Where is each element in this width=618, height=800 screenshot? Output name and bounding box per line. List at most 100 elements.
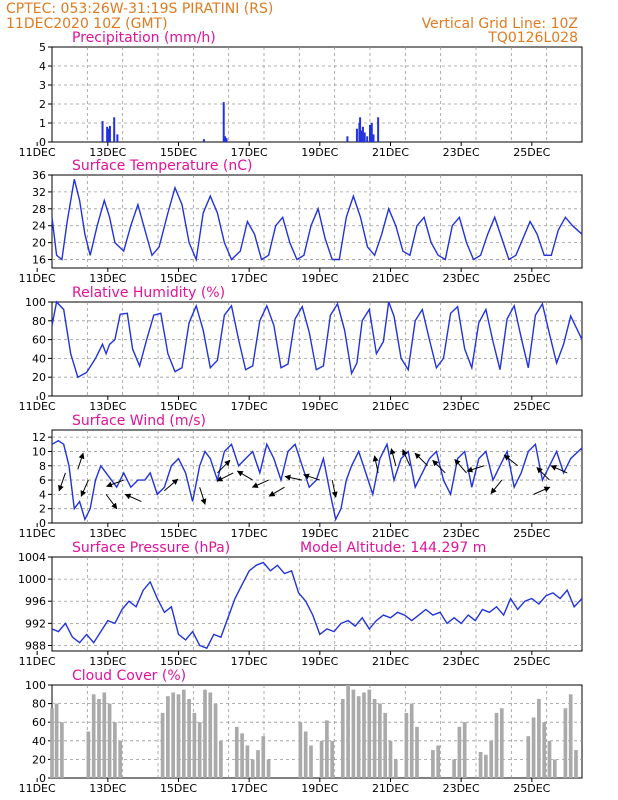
precip-bar <box>369 124 371 142</box>
wind-ytick-label: 0 <box>39 517 46 530</box>
pressure-xtick-label: 25DEC <box>513 655 550 668</box>
cloud-bar <box>367 689 372 778</box>
pressure-ytick-label: 992 <box>25 617 46 630</box>
cloud-bar <box>166 696 170 778</box>
cloud-bar <box>160 712 165 778</box>
cloud-bar <box>415 726 419 778</box>
precip-bar <box>222 102 225 142</box>
temp-xtick-label: 13DEC <box>89 272 126 285</box>
precip-bar <box>101 121 104 142</box>
cloud-xtick-label: 15DEC <box>160 782 197 795</box>
wind-direction-arrow <box>466 465 485 473</box>
wind-direction-arrow <box>432 459 446 474</box>
temp-xtick-label: 25DEC <box>513 272 550 285</box>
cloud-bar <box>552 759 557 778</box>
wind-direction-arrow <box>77 452 85 470</box>
cloud-xtick-label: 23DEC <box>443 782 480 795</box>
precip-bar <box>366 136 369 142</box>
rh-title: Relative Humidity (%) <box>72 285 225 301</box>
temp-title: Surface Temperature (nC) <box>72 158 253 174</box>
wind-direction-arrow <box>80 479 89 497</box>
cloud-ytick-label: 80 <box>32 698 46 711</box>
rh-xtick-label: 21DEC <box>372 400 409 413</box>
cloud-bar <box>219 740 223 778</box>
temp-ytick-label: 24 <box>32 220 46 233</box>
wind-xtick-label: 13DEC <box>89 527 126 540</box>
rh-series-line <box>51 300 583 379</box>
rh-xtick-label: 25DEC <box>513 400 550 413</box>
cloud-bar <box>309 745 313 778</box>
header-station: CPTEC: 053:26W-31:19S PIRATINI (RS) <box>6 1 274 17</box>
precip-xtick-label: 17DEC <box>231 146 268 159</box>
precip-xtick-label: 15DEC <box>160 146 197 159</box>
temp-series-line <box>51 179 583 263</box>
cloud-bar <box>97 698 101 778</box>
precip-ytick-label: 5 <box>39 41 46 54</box>
cloud-bar <box>266 759 271 778</box>
wind-ytick-label: 6 <box>39 474 46 487</box>
cloud-bar <box>372 698 377 778</box>
cloud-bar <box>192 712 197 778</box>
cloud-bar <box>113 722 117 778</box>
cloud-xtick-label: 19DEC <box>301 782 338 795</box>
cloud-bar <box>118 740 123 778</box>
cloud-xtick-label: 21DEC <box>372 782 409 795</box>
wind-direction-arrow <box>284 474 303 481</box>
precip-plot-frame <box>51 46 583 143</box>
cloud-ytick-label: 60 <box>32 716 46 729</box>
precip-bar <box>107 128 110 142</box>
precip-bar <box>108 125 111 142</box>
cloud-bar <box>489 740 494 778</box>
temp-xtick-label: 23DEC <box>443 272 480 285</box>
cloud-bar <box>404 712 409 778</box>
cloud-bar <box>542 722 547 778</box>
precip-bar <box>363 132 366 142</box>
cloud-ytick-label: 20 <box>32 753 46 766</box>
wind-ytick-label: 12 <box>32 431 46 444</box>
pressure-title: Surface Pressure (hPa) <box>72 540 230 556</box>
cloud-bar <box>181 689 186 778</box>
cloud-bar <box>50 708 54 778</box>
rh-xtick-label: 17DEC <box>231 400 268 413</box>
cloud-bar <box>494 712 499 778</box>
precip-xtick-label: 23DEC <box>443 146 480 159</box>
precip-ytick-label: 0 <box>39 136 46 149</box>
pressure-plot-frame <box>51 556 583 652</box>
cloud-bar <box>563 708 568 778</box>
wind-ytick-label: 2 <box>39 503 46 516</box>
cloud-ytick-label: 100 <box>25 679 46 692</box>
temp-xtick-label: 17DEC <box>231 272 268 285</box>
cloud-ytick-label: 40 <box>32 735 46 748</box>
rh-xtick-label: 11DEC <box>19 400 56 413</box>
pressure-xtick-label: 21DEC <box>372 655 409 668</box>
pressure-xtick-label: 19DEC <box>301 655 338 668</box>
pressure-ytick-label: 1004 <box>18 551 46 564</box>
precip-bar <box>202 139 205 142</box>
wind-direction-arrow <box>58 472 66 492</box>
cloud-bar <box>388 740 393 778</box>
pressure-xtick-label: 13DEC <box>89 655 126 668</box>
wind-direction-arrow <box>490 479 503 495</box>
precip-bar <box>224 136 227 142</box>
precip-bar <box>360 130 363 142</box>
wind-direction-arrow <box>105 494 118 510</box>
cloud-bar <box>547 740 552 778</box>
precip-bar <box>113 117 116 142</box>
cloud-bar <box>107 703 112 778</box>
precip-bar <box>225 138 228 142</box>
cloud-bar <box>393 759 398 778</box>
wind-direction-arrow <box>251 479 269 488</box>
wind-xtick-label: 17DEC <box>231 527 268 540</box>
cloud-title: Cloud Cover (%) <box>72 668 186 684</box>
pressure-xtick-label: 17DEC <box>231 655 268 668</box>
cloud-bar <box>346 685 350 778</box>
cloud-bar <box>171 692 176 778</box>
wind-xtick-label: 25DEC <box>513 527 550 540</box>
cloud-bar <box>531 717 536 778</box>
cloud-bar <box>102 692 107 778</box>
cloud-bar <box>319 740 324 778</box>
precip-xtick-label: 11DEC <box>19 146 56 159</box>
wind-direction-arrow <box>389 448 397 466</box>
wind-direction-arrow <box>199 487 207 505</box>
wind-direction-arrow <box>331 479 338 498</box>
